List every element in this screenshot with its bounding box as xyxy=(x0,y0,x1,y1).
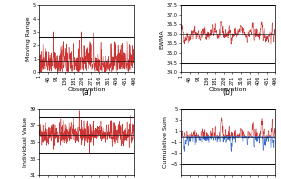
Y-axis label: Cumulative Sum: Cumulative Sum xyxy=(164,116,168,168)
Y-axis label: EWMA: EWMA xyxy=(160,29,165,49)
X-axis label: Observation: Observation xyxy=(67,87,106,92)
Text: (b): (b) xyxy=(223,88,234,97)
X-axis label: Observation: Observation xyxy=(209,87,248,92)
Y-axis label: Moving Range: Moving Range xyxy=(26,16,31,61)
Y-axis label: Individual Value: Individual Value xyxy=(23,117,28,167)
Text: (a): (a) xyxy=(81,88,92,97)
